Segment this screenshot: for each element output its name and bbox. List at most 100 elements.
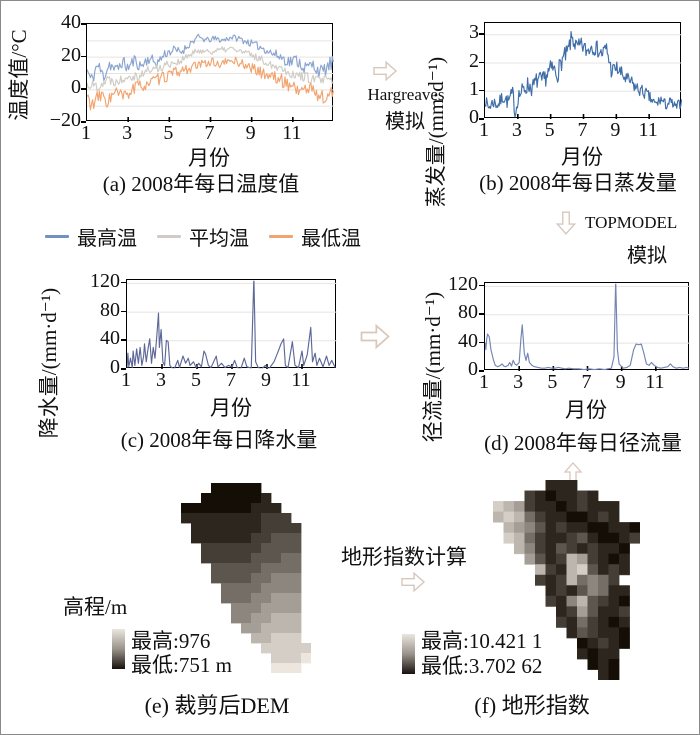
chart-b-ytickmark (479, 61, 484, 64)
chart-b-ytickmark (479, 33, 484, 35)
chart-a-xlabel: 月份 (188, 146, 230, 170)
chart-b-plot (484, 22, 682, 119)
legend-item: 最高温 (45, 222, 137, 251)
map-e-title: 高程/m (63, 595, 128, 619)
temperature-legend: 最高温 平均温 最低温 (45, 222, 361, 251)
chart-a-xtick: 1 (81, 122, 91, 144)
chart-a-ytickmark (81, 88, 86, 90)
legend-label: 最高温 (77, 228, 137, 250)
terrain-arrow-right-icon (401, 571, 426, 593)
chart-b-canvas (485, 23, 682, 119)
chart-c-ytickmark (121, 339, 126, 341)
map-f-canvas (493, 480, 640, 680)
legend-dash-icon (157, 235, 181, 238)
chart-a-ytickmark (81, 121, 86, 123)
chart-a-xtick: 7 (204, 122, 215, 144)
chart-d-xtick: 1 (479, 371, 489, 393)
chart-c-ylabel: 降水量/(mm·d⁻¹) (37, 287, 61, 439)
chart-b-xlabel: 月份 (561, 145, 603, 169)
map-f-legend-max: 最高:10.421 1 (421, 629, 543, 653)
chart-a-ytickmark (81, 55, 86, 58)
topmodel-label-line2: 模拟 (627, 245, 667, 267)
chart-c-ytick: 40 (100, 327, 120, 350)
chart-a-ytick: 20 (61, 43, 81, 66)
legend-label: 最低温 (301, 228, 361, 250)
map-e-canvas (171, 483, 311, 673)
map-e-legend-bar (112, 629, 125, 669)
chart-b-ytick: 0 (469, 106, 479, 128)
legend-item: 最低温 (269, 222, 361, 251)
chart-b-xtick: 3 (511, 119, 522, 141)
chart-b-ytick: 1 (469, 77, 479, 100)
chart-b-ytickmark (479, 89, 484, 92)
chart-c-ytickmark (121, 310, 126, 313)
chart-d-ytick: 120 (448, 272, 478, 295)
chart-c-canvas (127, 280, 337, 369)
chart-c-xtick: 1 (121, 369, 131, 391)
chart-c-ytickmark (121, 368, 126, 370)
map-e-legend-min: 最低:751 m (131, 653, 232, 677)
chart-c-ytick: 0 (110, 356, 120, 378)
chart-d-ytick: 40 (458, 329, 478, 352)
chart-d-ytick: 0 (468, 358, 478, 380)
chart-c-plot (126, 279, 337, 369)
chart-a-ytick: −20 (49, 109, 81, 131)
chart-c-xtick: 7 (226, 369, 236, 391)
topmodel-label: TOPMODEL (585, 213, 678, 232)
chart-a-xtick: 11 (282, 122, 302, 144)
chart-d-ytickmark (479, 341, 484, 344)
map-f-caption: (f) 地形指数 (474, 693, 590, 718)
chart-c-xlabel: 月份 (210, 396, 252, 420)
chart-d-xtick: 11 (645, 371, 665, 393)
chart-c-ytick: 120 (90, 269, 120, 292)
legend-label: 平均温 (189, 228, 249, 250)
chart-d-caption: (d) 2008年每日径流量 (484, 431, 682, 455)
chart-a-ytick: 0 (71, 76, 81, 99)
chart-b-xtick: 7 (577, 119, 588, 141)
chart-d-xtick: 9 (615, 371, 626, 393)
chart-b-xtick: 9 (610, 119, 621, 141)
map-e-caption: (e) 裁剪后DEM (144, 693, 290, 718)
chart-d-canvas (485, 283, 690, 371)
map-f-legend-min: 最低:3.702 62 (421, 654, 543, 678)
chart-c-xtick: 3 (156, 369, 166, 391)
chart-c-ytick: 80 (100, 298, 120, 321)
chart-a-xtick: 3 (122, 122, 133, 144)
chart-d-ytickmark (479, 313, 484, 315)
chart-a-canvas (87, 24, 334, 122)
legend-dash-icon (269, 235, 293, 238)
chart-d-xlabel: 月份 (565, 398, 607, 422)
chart-c-xtick: 5 (191, 369, 201, 391)
chart-d-xtick: 3 (513, 371, 524, 393)
hargreaves-arrow-right-icon (373, 60, 398, 82)
chart-b-ytickmark (479, 118, 484, 120)
chart-b-caption: (b) 2008年每日蒸发量 (479, 171, 677, 195)
chart-a-ytickmark (81, 23, 86, 25)
chart-c-ytickmark (121, 281, 126, 284)
chart-b-xtick: 5 (544, 119, 555, 141)
legend-item: 平均温 (157, 222, 249, 251)
chart-d-ytickmark (479, 370, 484, 372)
chart-a-ylabel: 温度值/°C (7, 29, 31, 121)
chart-d-xtick: 7 (581, 371, 592, 393)
chart-c-caption: (c) 2008年每日降水量 (120, 428, 318, 452)
chart-d-xtick: 5 (547, 371, 558, 393)
chart-b-xtick: 1 (479, 119, 489, 141)
chart-d-plot (484, 282, 690, 371)
chart-a-ytick: 40 (61, 11, 81, 33)
chart-b-ytick: 3 (469, 21, 479, 44)
map-e-legend-max: 最高:976 (131, 629, 211, 653)
chart-a-xtick: 5 (163, 122, 174, 144)
chart-d-ytickmark (479, 284, 484, 287)
topmodel-arrow-down-icon (555, 211, 577, 235)
precip-runoff-arrow-right-icon (360, 323, 390, 350)
map-f-legend-bar (402, 634, 415, 674)
chart-b-xtick: 11 (638, 119, 658, 141)
chart-b-ytick: 2 (469, 49, 479, 72)
chart-a-xtick: 9 (245, 122, 256, 144)
chart-c-xtick: 9 (261, 369, 271, 391)
chart-a-caption: (a) 2008年每日温度值 (102, 172, 300, 196)
legend-dash-icon (45, 235, 69, 238)
chart-b-ylabel: 蒸发量/(mm·d⁻¹) (424, 56, 448, 208)
